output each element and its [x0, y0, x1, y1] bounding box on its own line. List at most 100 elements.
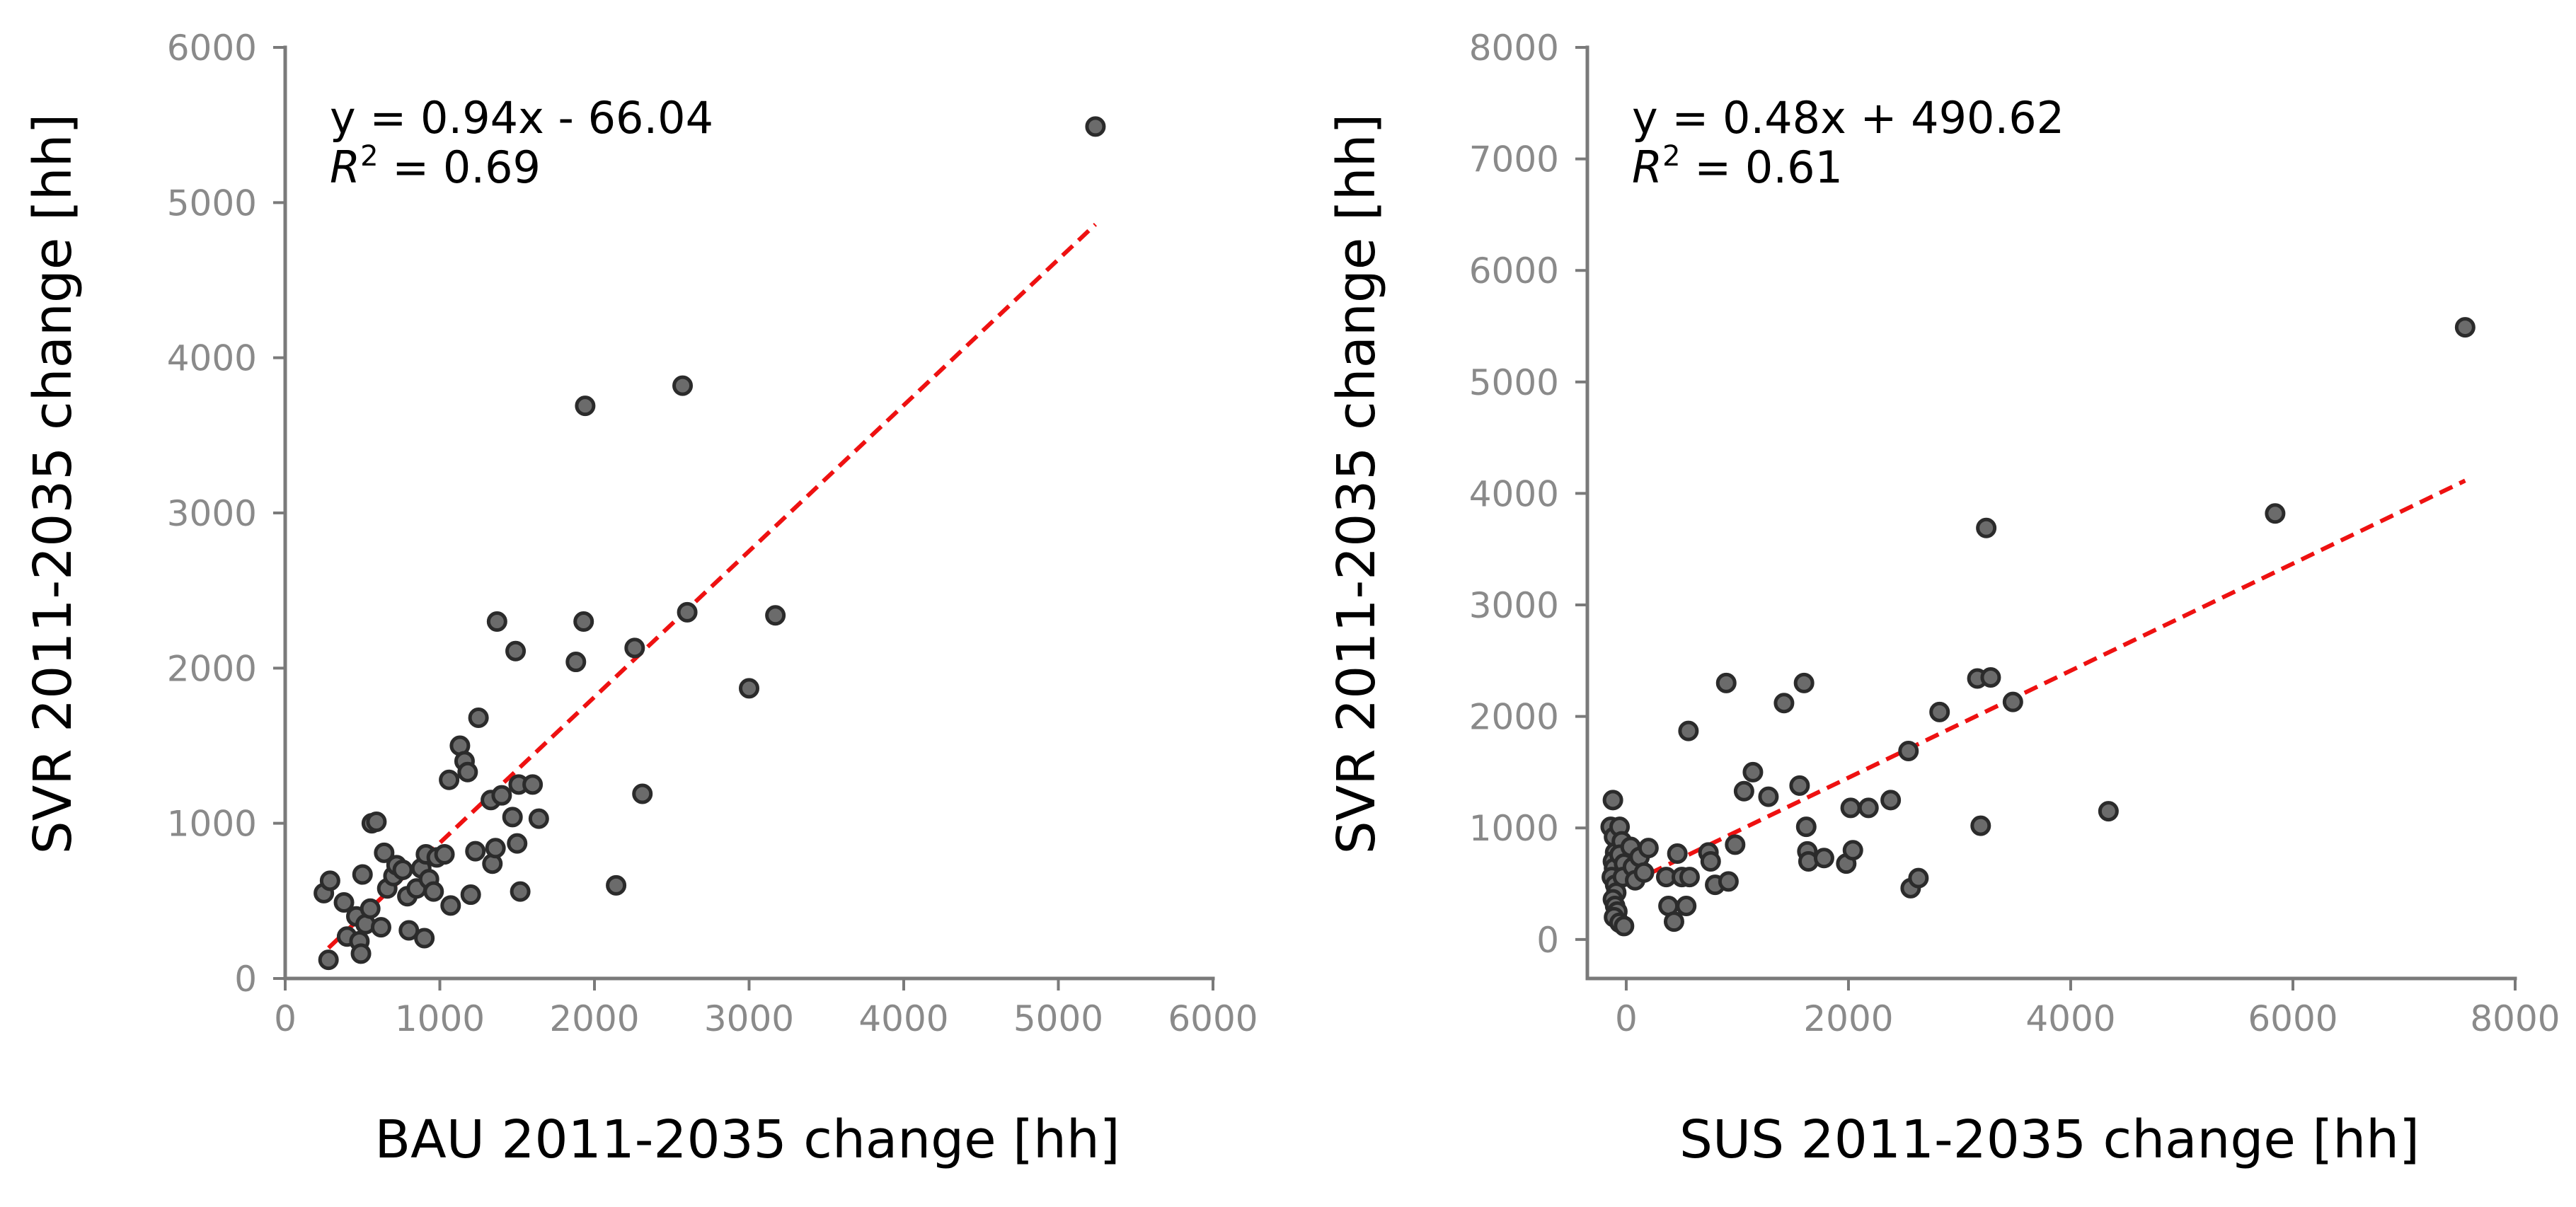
- right-data-point: [1758, 786, 1779, 807]
- left-x-tick-label: 1000: [395, 998, 485, 1039]
- left-data-point: [440, 895, 461, 916]
- right-data-point: [1718, 871, 1739, 892]
- left-data-point: [672, 375, 694, 396]
- left-data-point: [528, 808, 549, 829]
- left-data-point: [486, 611, 507, 633]
- right-data-point: [1908, 867, 1929, 889]
- right-data-point: [1733, 780, 1754, 802]
- right-data-point: [1715, 672, 1737, 693]
- right-y-tick-label: 5000: [1469, 362, 1559, 403]
- left-y-tick-label: 2000: [167, 648, 257, 689]
- left-y-tick-label: 6000: [167, 28, 257, 69]
- left-data-point: [398, 920, 420, 941]
- right-data-point: [1663, 911, 1684, 932]
- left-data-point: [465, 841, 486, 862]
- right-plot-area: 0 2000 4000 6000 8000 0 1000 2000 3000 4000 5000 60…: [1469, 28, 2560, 1039]
- left-data-point: [370, 917, 391, 938]
- left-x-tick-label: 6000: [1168, 998, 1258, 1039]
- left-r-squared: R2 = 0.69: [330, 140, 541, 193]
- left-scatter-panel: 0 1000 2000 3000 4000 5000 6000 0 1000 2000 3000 40…: [23, 28, 1258, 1170]
- right-data-point: [1633, 862, 1655, 883]
- left-x-tick-label: 2000: [549, 998, 639, 1039]
- right-data-point: [1638, 838, 1659, 859]
- right-regression-line: [1609, 478, 2466, 895]
- right-data-point: [1614, 916, 1635, 937]
- left-x-tick-label: 4000: [858, 998, 948, 1039]
- left-x-tick-label: 5000: [1013, 998, 1103, 1039]
- right-data-point: [1789, 775, 1810, 796]
- right-data-point: [1678, 720, 1699, 741]
- left-data-point: [505, 640, 527, 662]
- left-data-point: [1085, 116, 1106, 137]
- left-data-point: [491, 785, 512, 806]
- left-y-tick-label: 3000: [167, 493, 257, 534]
- right-y-tick-label: 7000: [1469, 139, 1559, 180]
- right-data-point: [1813, 848, 1834, 869]
- left-data-point: [434, 844, 455, 865]
- right-data-point: [1667, 843, 1688, 864]
- right-data-point: [1700, 851, 1721, 872]
- right-data-point: [2454, 317, 2476, 338]
- left-x-axis-title: BAU 2011-2035 change [hh]: [374, 1109, 1120, 1170]
- left-data-point: [319, 870, 340, 891]
- right-data-point: [1880, 790, 1902, 811]
- right-data-point: [1602, 790, 1623, 811]
- left-data-point: [468, 708, 489, 729]
- right-data-point: [1929, 701, 1950, 722]
- right-data-point: [1793, 672, 1815, 693]
- left-data-point: [522, 774, 544, 795]
- right-data-point: [1898, 740, 1919, 761]
- left-data-point: [414, 928, 435, 949]
- left-data-point: [360, 898, 381, 919]
- right-r-squared: R2 = 0.61: [1632, 140, 1843, 193]
- right-y-tick-label: 0: [1536, 920, 1559, 961]
- left-plot-area: 0 1000 2000 3000 4000 5000 6000 0 1000 2000 3000 40…: [167, 28, 1258, 1039]
- right-x-tick-label: 6000: [2248, 998, 2338, 1039]
- right-data-point: [2265, 503, 2286, 524]
- right-y-tick-label: 3000: [1469, 585, 1559, 626]
- right-scatter-panel: 0 2000 4000 6000 8000 0 1000 2000 3000 4000 5000 60…: [1326, 28, 2560, 1170]
- left-y-tick-label: 4000: [167, 338, 257, 379]
- left-data-point: [366, 811, 387, 832]
- right-y-tick-label: 2000: [1469, 697, 1559, 738]
- left-fit-equation: y = 0.94x - 66.04: [330, 92, 713, 144]
- left-data-point: [739, 678, 759, 699]
- right-data-point: [1773, 693, 1795, 714]
- left-data-point: [632, 783, 653, 804]
- left-data-point: [439, 769, 460, 790]
- right-y-tick-label: 1000: [1469, 808, 1559, 849]
- left-data-point: [333, 892, 355, 913]
- left-y-tick-label: 0: [234, 959, 257, 1000]
- left-data-point: [457, 761, 478, 782]
- right-y-tick-label: 6000: [1469, 250, 1559, 291]
- right-data-point: [1980, 666, 2001, 688]
- right-data-point: [1842, 840, 1863, 861]
- left-data-point: [510, 881, 531, 902]
- right-data-point: [2002, 691, 2023, 712]
- right-data-point: [1742, 761, 1764, 782]
- left-data-point: [318, 949, 339, 971]
- left-data-point: [624, 637, 645, 659]
- right-x-tick-label: 4000: [2025, 998, 2115, 1039]
- left-data-point: [374, 842, 395, 863]
- right-data-point: [1970, 815, 1991, 836]
- left-data-point: [606, 874, 627, 896]
- left-data-point: [765, 605, 786, 626]
- right-data-point: [1679, 867, 1700, 888]
- left-data-point: [573, 611, 594, 633]
- right-data-point: [1976, 517, 1997, 538]
- left-data-point: [677, 601, 698, 623]
- right-x-axis-title: SUS 2011-2035 change [hh]: [1679, 1109, 2420, 1170]
- left-x-tick-label: 0: [274, 998, 297, 1039]
- right-fit-equation: y = 0.48x + 490.62: [1632, 92, 2064, 144]
- left-data-point: [423, 881, 444, 902]
- right-data-point: [1858, 797, 1879, 819]
- left-data-point: [502, 807, 523, 828]
- left-data-point: [460, 884, 481, 906]
- left-y-tick-label: 1000: [167, 804, 257, 845]
- right-data-point: [1725, 834, 1746, 855]
- left-data-point: [575, 395, 596, 417]
- right-data-point: [1676, 896, 1697, 917]
- right-data-point: [2098, 801, 2119, 822]
